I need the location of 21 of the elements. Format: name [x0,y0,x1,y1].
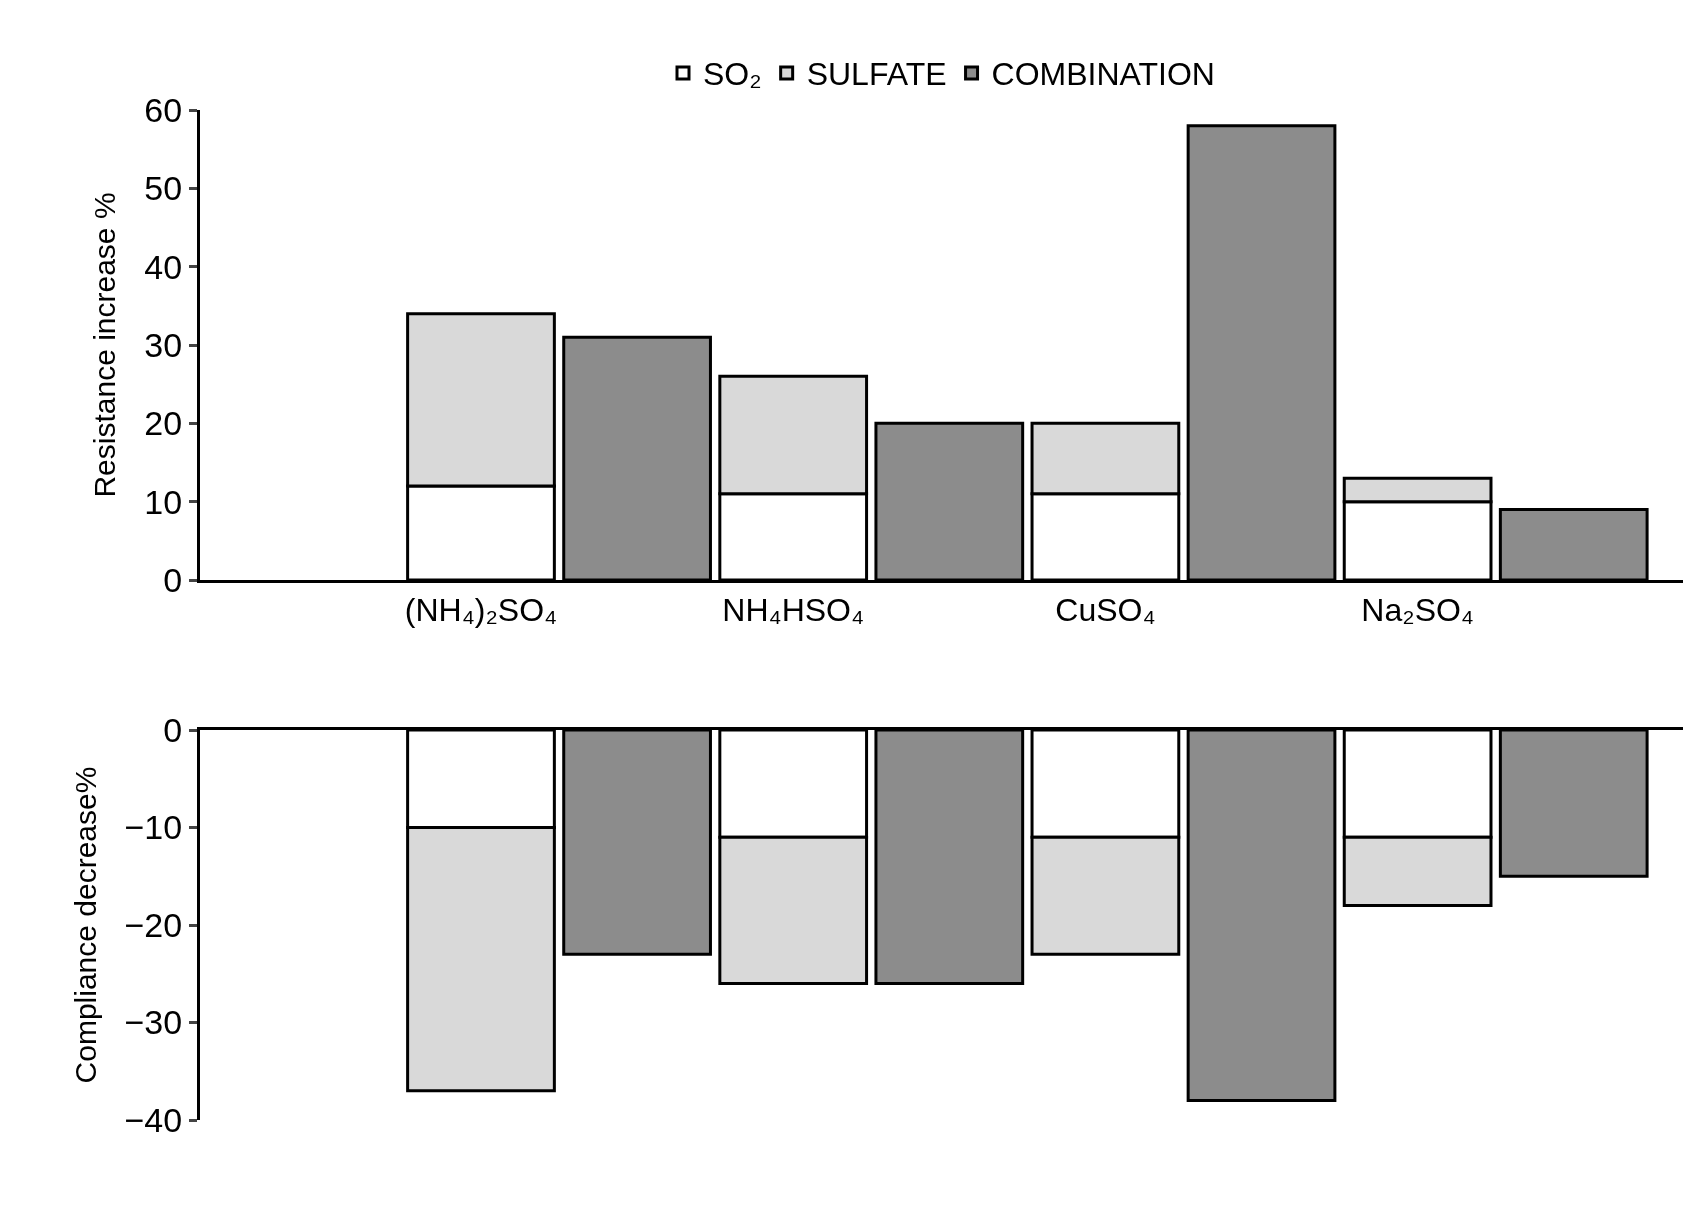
legend-label: SO₂ [703,56,762,93]
y-tick-label: −20 [124,905,183,944]
x-tick-label: CuSO₄ [1055,592,1156,629]
y-tick-label: 0 [163,560,183,599]
y-tick-label: 0 [163,710,183,749]
legend-label: SULFATE [806,56,947,93]
y-tick-label: 50 [144,169,183,208]
y-tick-label: 60 [144,90,183,129]
x-tick-label: (NH₄)₂SO₄ [404,592,558,629]
x-tick-label: Na₂SO₄ [1361,592,1474,629]
y-tick-label: 30 [144,325,183,364]
y-tick-label: 40 [144,247,183,286]
legend-label: COMBINATION [991,56,1215,93]
y-tick-label: 20 [144,404,183,443]
y-tick-label: −40 [124,1100,183,1139]
y-tick-label: 10 [144,482,183,521]
y-axis-title: Compliance decrease% [68,766,102,1084]
x-tick-label: NH₄HSO₄ [722,592,865,629]
y-axis-title: Resistance increase % [88,192,122,498]
y-tick-label: −10 [124,808,183,847]
y-tick-label: −30 [124,1003,183,1042]
